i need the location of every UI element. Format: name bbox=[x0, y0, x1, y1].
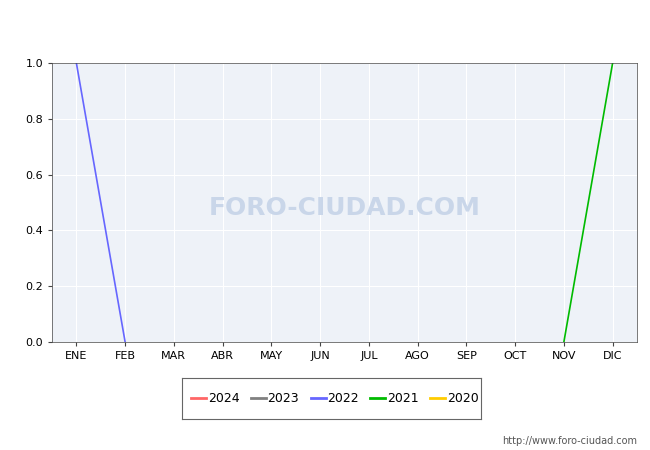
Text: FORO-CIUDAD.COM: FORO-CIUDAD.COM bbox=[209, 196, 480, 220]
Text: 2024: 2024 bbox=[208, 392, 239, 405]
Text: 2023: 2023 bbox=[268, 392, 299, 405]
Text: Matriculaciones de Vehiculos en Rada de Haro: Matriculaciones de Vehiculos en Rada de … bbox=[116, 14, 534, 32]
Text: 2020: 2020 bbox=[447, 392, 478, 405]
Text: 2022: 2022 bbox=[328, 392, 359, 405]
Text: 2021: 2021 bbox=[387, 392, 419, 405]
Text: http://www.foro-ciudad.com: http://www.foro-ciudad.com bbox=[502, 436, 637, 446]
